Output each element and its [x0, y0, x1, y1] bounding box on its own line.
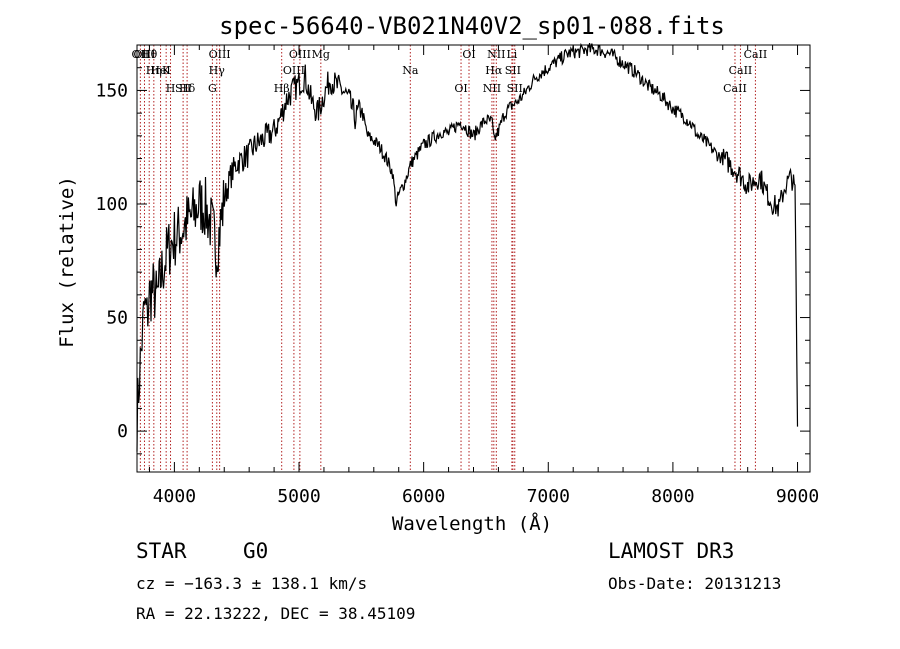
line-label-sii: SII	[507, 82, 523, 95]
x-tick-label: 6000	[402, 486, 445, 507]
x-tick-label: 5000	[277, 486, 320, 507]
x-tick-label: 9000	[776, 486, 819, 507]
y-tick-label: 150	[95, 80, 128, 101]
x-tick-label: 4000	[153, 486, 196, 507]
line-label-oii: OII	[132, 48, 150, 61]
axis-ticks: 4000 5000 6000 7000 8000 9000 0 50 100 150	[95, 44, 819, 507]
y-tick-label: 100	[95, 194, 128, 215]
line-label-oi: OI	[462, 48, 475, 61]
line-label-h: H	[166, 82, 176, 95]
line-label-k: K	[162, 64, 171, 77]
line-label-na: Na	[402, 64, 419, 77]
line-label-hγ: Hγ	[209, 64, 226, 77]
line-label-hβ: Hβ	[274, 82, 290, 95]
line-label-nii: NII	[487, 48, 505, 61]
flux-series-line	[136, 42, 799, 452]
line-label-sii: SII	[505, 64, 521, 77]
line-label-oiii: OIII	[133, 48, 155, 61]
x-axis-label: Wavelength (Å)	[392, 512, 552, 535]
line-label-caii: CaII	[729, 64, 753, 77]
line-label-hα: Hα	[485, 64, 503, 77]
line-label-mg: Mg	[312, 48, 330, 61]
line-label-oi: OI	[454, 82, 467, 95]
y-tick-label: 0	[117, 421, 128, 442]
survey-name: LAMOST DR3	[608, 539, 735, 563]
line-label-oiii: OIII	[209, 48, 231, 61]
line-label-sii: SII	[175, 82, 191, 95]
observation-date: Obs-Date: 20131213	[608, 574, 782, 593]
line-label-nii: NII	[483, 82, 501, 95]
object-subclass: G0	[243, 539, 269, 563]
line-label-hδ: Hδ	[179, 82, 196, 95]
line-label-hei: HeI	[150, 64, 170, 77]
line-label-li: Li	[506, 48, 517, 61]
chart-title: spec-56640-VB021N40V2_sp01-088.fits	[219, 12, 725, 40]
line-label-caii: CaII	[744, 48, 768, 61]
x-tick-label: 8000	[651, 486, 694, 507]
y-axis-label: Flux (relative)	[56, 176, 78, 348]
x-tick-label: 7000	[527, 486, 570, 507]
line-label-g: G	[208, 82, 217, 95]
line-label-oiii: OIII	[283, 64, 305, 77]
redshift-velocity: cz = −163.3 ± 138.1 km/s	[136, 574, 368, 593]
spectral-line-markers	[139, 45, 756, 472]
line-label-caii: CaII	[723, 82, 747, 95]
line-label-hθ: Hθ	[141, 48, 158, 61]
object-class: STAR	[136, 539, 187, 563]
y-tick-label: 50	[106, 308, 128, 329]
ra-dec-coordinates: RA = 22.13222, DEC = 38.45109	[136, 604, 416, 623]
line-label-oiii: OIII	[289, 48, 311, 61]
line-label-hη: Hη	[146, 64, 162, 77]
plot-frame	[136, 44, 811, 473]
